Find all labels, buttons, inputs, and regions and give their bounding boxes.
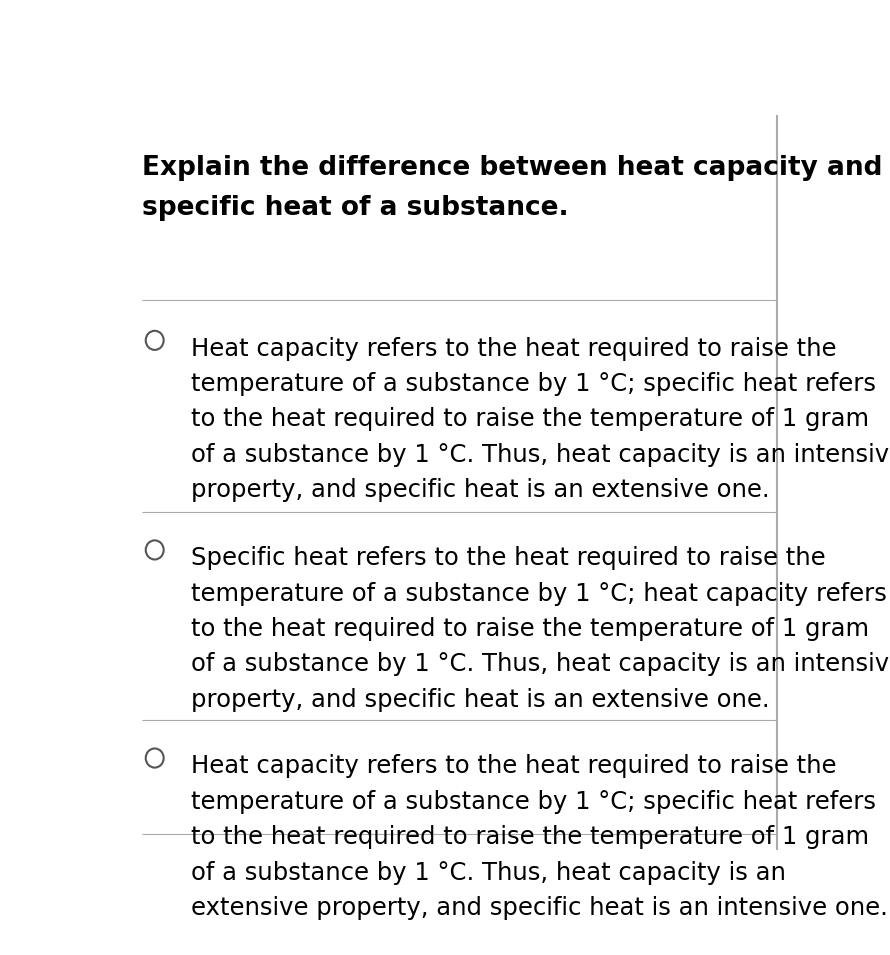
Text: Heat capacity refers to the heat required to raise the
temperature of a substanc: Heat capacity refers to the heat require…: [190, 337, 890, 502]
Text: Explain the difference between heat capacity and
specific heat of a substance.: Explain the difference between heat capa…: [142, 155, 883, 221]
Text: Specific heat refers to the heat required to raise the
temperature of a substanc: Specific heat refers to the heat require…: [190, 546, 890, 711]
Text: Heat capacity refers to the heat required to raise the
temperature of a substanc: Heat capacity refers to the heat require…: [190, 754, 887, 920]
